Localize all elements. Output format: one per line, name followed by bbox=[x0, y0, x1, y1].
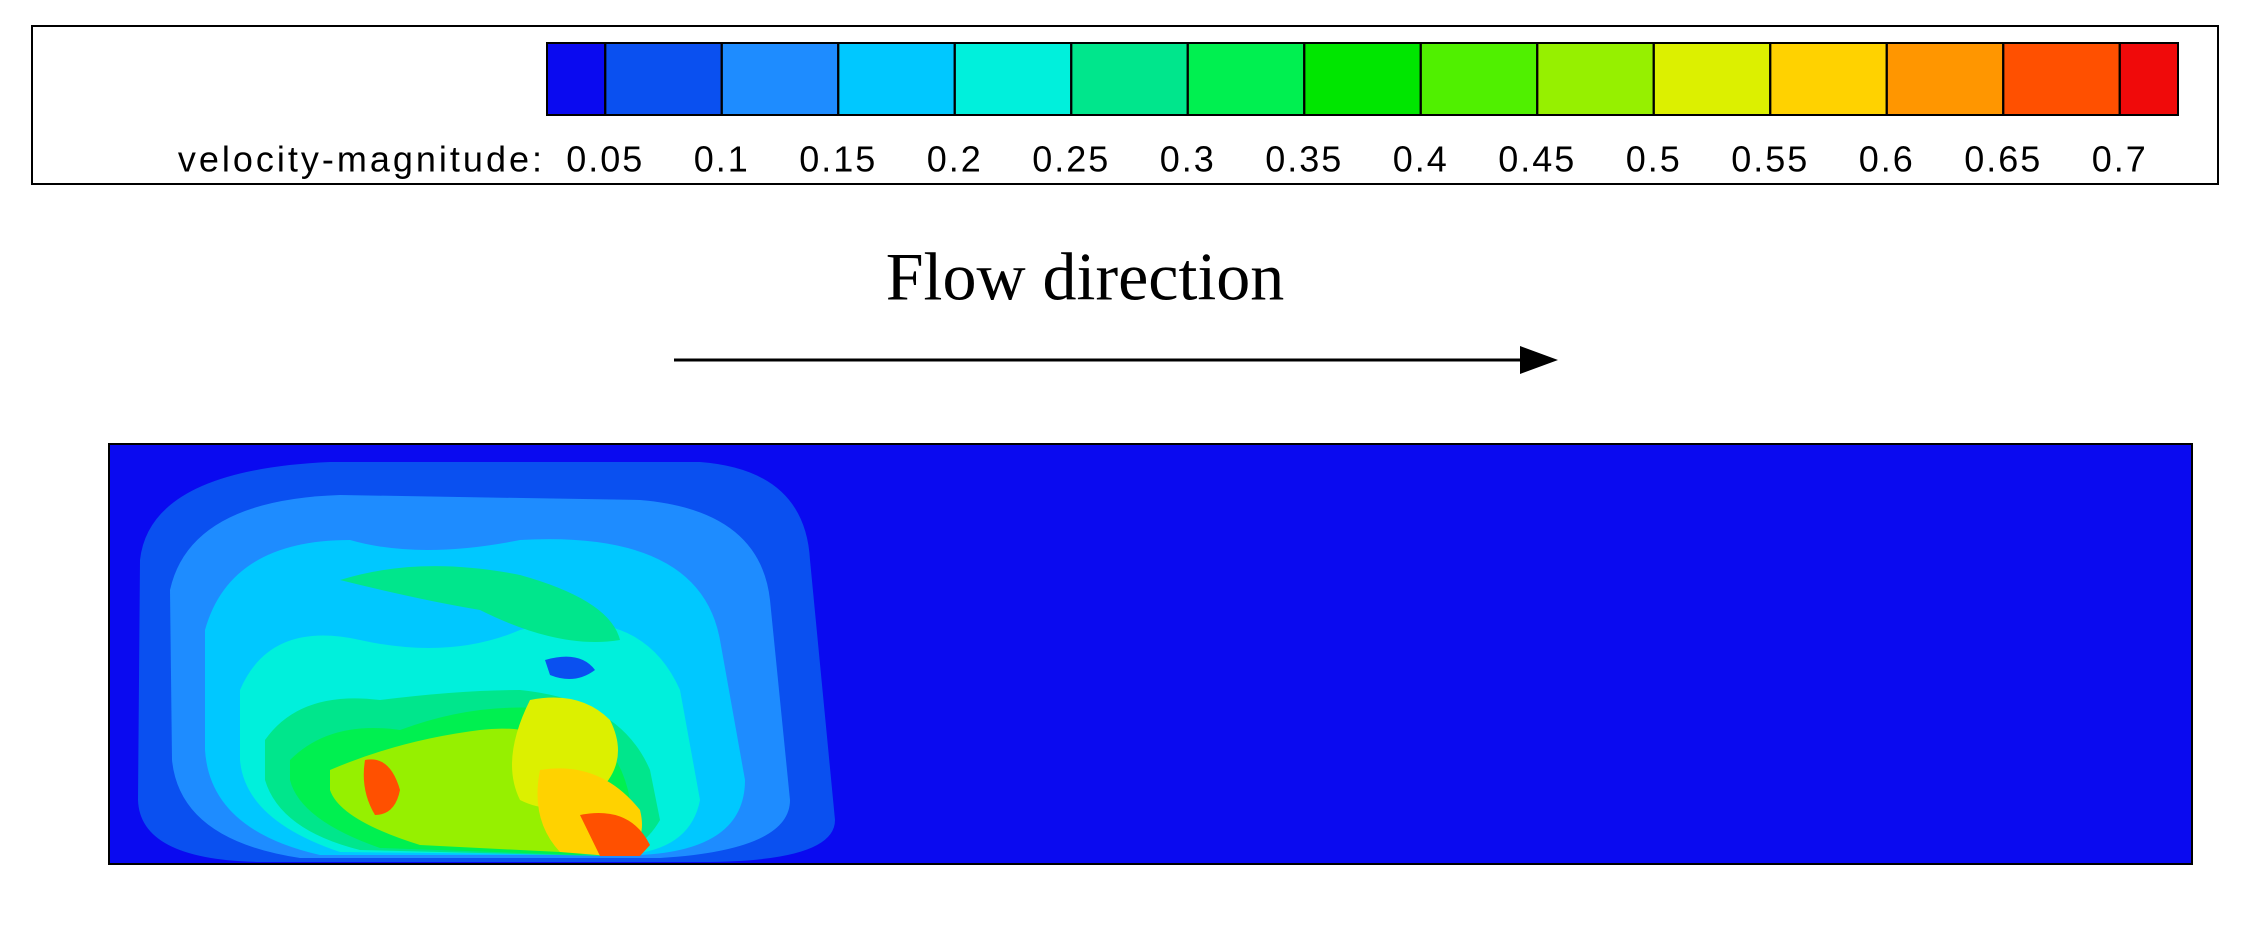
color-band bbox=[720, 42, 840, 116]
tick-label: 0.45 bbox=[1498, 139, 1576, 180]
annotation: Flow direction bbox=[886, 239, 1285, 315]
contour-region bbox=[363, 759, 400, 815]
tick-label: 0.55 bbox=[1731, 139, 1809, 180]
color-band bbox=[1070, 42, 1189, 116]
tick-label: 0.25 bbox=[1032, 139, 1110, 180]
color-band bbox=[1536, 42, 1655, 116]
color-band bbox=[2002, 42, 2121, 116]
color-band bbox=[1303, 42, 1422, 116]
color-band bbox=[1419, 42, 1539, 116]
tick-label: 0.1 bbox=[694, 139, 750, 180]
color-band bbox=[953, 42, 1073, 116]
contour-field bbox=[108, 443, 2193, 865]
contour-region bbox=[545, 656, 595, 679]
color-band bbox=[546, 42, 607, 116]
color-band bbox=[837, 42, 956, 116]
tick-label: 0.15 bbox=[799, 139, 877, 180]
tick-label: 0.05 bbox=[566, 139, 644, 180]
tick-label: 0.65 bbox=[1964, 139, 2042, 180]
color-band bbox=[1885, 42, 2005, 116]
color-band bbox=[2118, 42, 2179, 116]
tick-label: 0.4 bbox=[1393, 139, 1449, 180]
color-band bbox=[604, 42, 723, 116]
color-band bbox=[1769, 42, 1888, 116]
arrow-head bbox=[1520, 346, 1558, 374]
tick-label: 0.35 bbox=[1265, 139, 1343, 180]
color-band bbox=[1652, 42, 1772, 116]
contour-region bbox=[580, 813, 650, 856]
colorbar-label: velocity-magnitude: bbox=[178, 139, 545, 180]
contour-region bbox=[340, 566, 620, 642]
tick-label: 0.5 bbox=[1626, 139, 1682, 180]
tick-label: 0.2 bbox=[927, 139, 983, 180]
tick-label: 0.6 bbox=[1859, 139, 1915, 180]
tick-label: 0.7 bbox=[2092, 139, 2148, 180]
tick-label: 0.3 bbox=[1160, 139, 1216, 180]
color-band bbox=[1186, 42, 1306, 116]
